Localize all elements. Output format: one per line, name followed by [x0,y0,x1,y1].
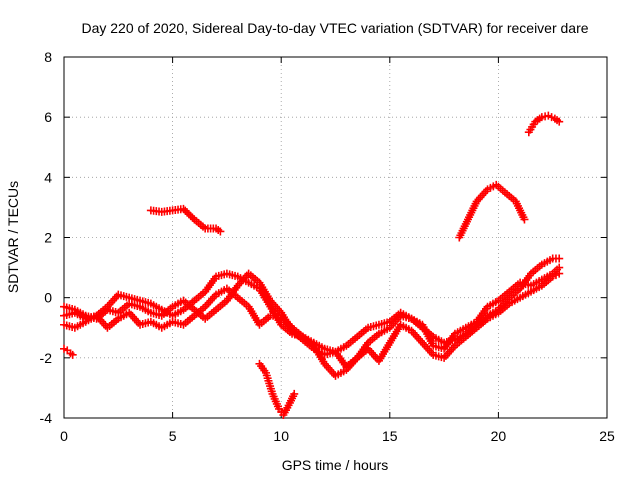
y-tick-label: 2 [44,230,52,246]
x-tick-label: 15 [382,428,398,444]
data-point [179,204,188,213]
series-trace3 [60,263,564,371]
plot-area-border [63,56,608,419]
x-tick-label: 0 [60,428,68,444]
series-arc2 [146,204,225,236]
data-point [555,117,564,126]
x-tick-label: 5 [169,428,177,444]
data-point [216,227,225,236]
data-point [68,350,77,359]
data-point [555,263,564,272]
data-point [520,215,529,224]
series-arc3 [255,359,299,419]
y-tick-label: 0 [44,290,52,306]
y-tick-label: 6 [44,109,52,125]
axis-ticks: 0 5 10 15 20 25 -4 -2 0 2 4 6 8 [40,49,615,444]
data-point [290,389,299,398]
y-tick-label: 4 [44,169,52,185]
series-trace2 [60,269,564,380]
data-marker [183,208,192,217]
y-tick-label: 8 [44,49,52,65]
y-tick-label: -4 [40,410,53,426]
x-tick-label: 10 [273,428,289,444]
series-arc4 [455,180,529,242]
series-arc1 [60,344,77,359]
x-tick-label: 20 [491,428,507,444]
x-tick-label: 25 [599,428,615,444]
data-point [555,254,564,263]
data-points [60,111,564,419]
data-marker [186,211,195,220]
chart-title: Day 220 of 2020, Sidereal Day-to-day VTE… [81,20,588,36]
y-tick-label: -2 [40,350,53,366]
y-axis-label: SDTVAR / TECUs [5,181,21,293]
data-marker [184,210,193,219]
data-marker [188,213,197,222]
data-marker [181,206,190,215]
x-axis-label: GPS time / hours [282,457,389,473]
series-arc5 [524,111,564,137]
grid [64,57,607,418]
